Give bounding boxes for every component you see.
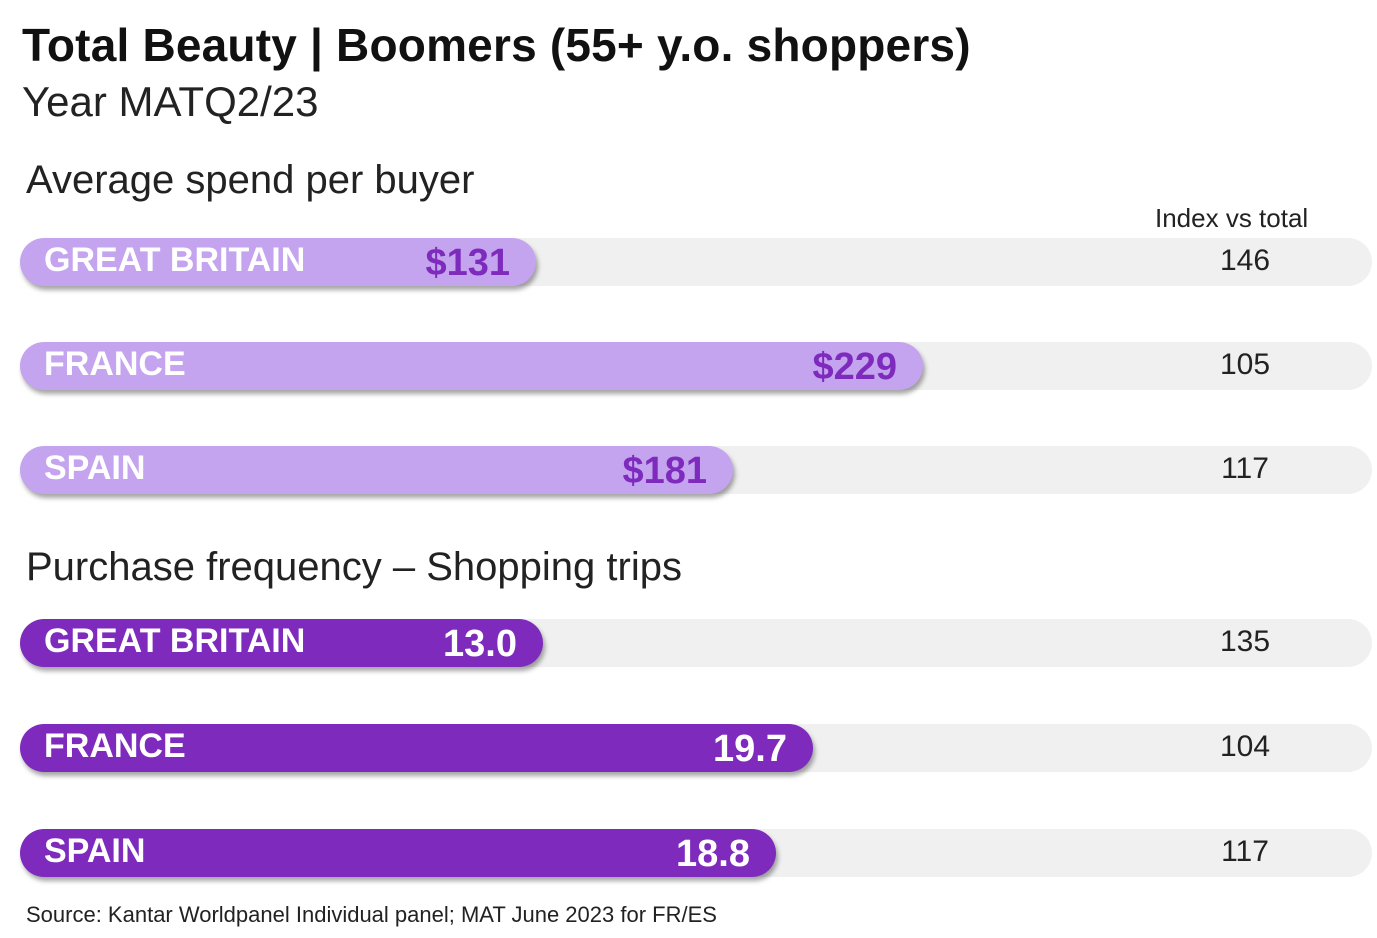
spend-track-great-britain: GREAT BRITAIN $131	[20, 238, 1372, 286]
frequency-value-label: 13.0	[443, 623, 517, 665]
index-column-header: Index vs total	[1155, 203, 1309, 233]
frequency-index-value: 135	[1219, 625, 1271, 658]
spend-category-label: GREAT BRITAIN	[44, 241, 306, 279]
frequency-category-label: GREAT BRITAIN	[44, 622, 306, 660]
spend-value-label: $181	[622, 450, 707, 492]
frequency-index-value: 104	[1219, 730, 1271, 763]
spend-index-value: 105	[1219, 348, 1271, 381]
spend-index-value: 117	[1221, 452, 1269, 485]
frequency-bar-france: FRANCE 19.7	[20, 724, 813, 772]
spend-chart-title: Average spend per buyer	[26, 158, 475, 202]
frequency-index-value: 117	[1221, 835, 1269, 868]
frequency-category-label: FRANCE	[44, 727, 186, 765]
spend-value-label: $131	[425, 242, 510, 284]
spend-index-value: 146	[1219, 244, 1271, 277]
frequency-track-great-britain: GREAT BRITAIN 13.0	[20, 619, 1372, 667]
spend-category-label: SPAIN	[44, 449, 146, 487]
spend-value-label: $229	[812, 346, 897, 388]
page-title: Total Beauty | Boomers (55+ y.o. shopper…	[22, 19, 971, 71]
frequency-track-france: FRANCE 19.7	[20, 724, 1372, 772]
frequency-track-spain: SPAIN 18.8	[20, 829, 1372, 877]
spend-category-label: FRANCE	[44, 345, 186, 383]
spend-track-spain: SPAIN $181	[20, 446, 1372, 494]
spend-track-france: FRANCE $229	[20, 342, 1372, 390]
spend-bar-spain: SPAIN $181	[20, 446, 733, 494]
spend-bar-france: FRANCE $229	[20, 342, 923, 390]
frequency-value-label: 18.8	[676, 833, 750, 875]
frequency-bar-great-britain: GREAT BRITAIN 13.0	[20, 619, 543, 667]
frequency-value-label: 19.7	[713, 728, 787, 770]
page-subtitle: Year MATQ2/23	[22, 78, 319, 125]
frequency-chart-title: Purchase frequency – Shopping trips	[26, 545, 682, 589]
frequency-bar-spain: SPAIN 18.8	[20, 829, 776, 877]
frequency-category-label: SPAIN	[44, 832, 146, 870]
source-note: Source: Kantar Worldpanel Individual pan…	[26, 902, 717, 927]
spend-bar-great-britain: GREAT BRITAIN $131	[20, 238, 536, 286]
